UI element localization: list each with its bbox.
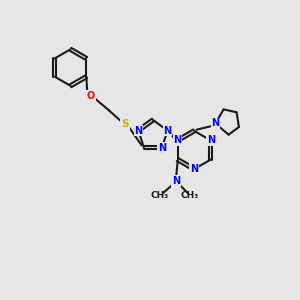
Text: S: S — [121, 119, 129, 129]
Text: N: N — [134, 125, 142, 136]
Text: N: N — [207, 135, 215, 146]
Text: O: O — [87, 91, 95, 100]
Text: N: N — [211, 118, 219, 128]
Text: N: N — [172, 176, 180, 186]
Text: N: N — [158, 143, 166, 153]
Text: CH₃: CH₃ — [151, 191, 169, 200]
Text: N: N — [173, 135, 182, 146]
Text: CH₃: CH₃ — [180, 191, 199, 200]
Text: N: N — [190, 164, 198, 174]
Text: N: N — [164, 125, 172, 136]
